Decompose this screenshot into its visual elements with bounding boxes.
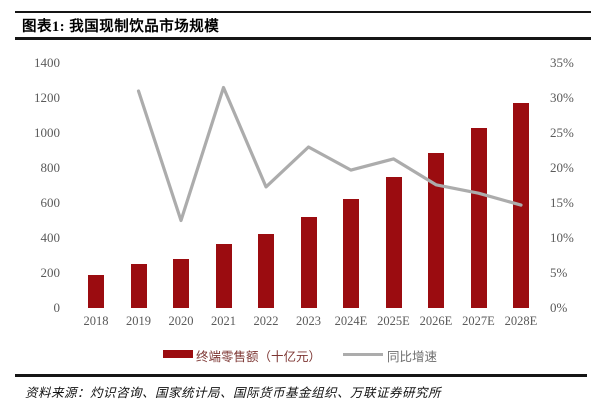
- legend-bar-swatch: [163, 350, 193, 358]
- x-axis-category-label: 2020: [168, 314, 194, 328]
- x-axis-category-label: 2026E: [419, 314, 453, 328]
- y-axis-left-tick: 800: [40, 160, 61, 175]
- x-axis-category-label: 2019: [126, 314, 151, 328]
- y-axis-right-tick: 20%: [550, 160, 574, 175]
- retail-sales-bar: [300, 217, 317, 308]
- y-axis-left-tick: 1000: [34, 125, 60, 140]
- retail-sales-bar: [258, 233, 274, 308]
- retail-sales-bar: [513, 103, 529, 308]
- y-axis-left-tick: 1200: [34, 90, 60, 105]
- y-axis-left-tick: 1400: [34, 55, 60, 70]
- retail-sales-bar: [215, 244, 232, 308]
- x-axis-category-label: 2023: [296, 314, 321, 328]
- y-axis-right-tick: 15%: [550, 195, 574, 210]
- legend-line-swatch: [343, 353, 383, 356]
- x-axis-category-label: 2022: [253, 314, 279, 328]
- title-underline-rule: [15, 37, 591, 40]
- y-axis-right-tick: 35%: [550, 55, 574, 70]
- top-rule: [15, 11, 591, 13]
- y-axis-right-tick: 25%: [550, 125, 574, 140]
- legend-line-label: 同比增速: [387, 350, 438, 364]
- y-axis-right-tick: 0%: [550, 300, 568, 315]
- footer-rule: [15, 374, 587, 377]
- y-axis-left-tick: 400: [40, 230, 61, 245]
- x-axis-category-label: 2018: [83, 314, 109, 328]
- retail-sales-bar: [88, 274, 104, 308]
- x-axis-category-label: 2027E: [462, 314, 495, 328]
- x-axis-category-label: 2024E: [334, 314, 368, 328]
- retail-sales-bar: [343, 198, 359, 308]
- retail-sales-bar: [173, 259, 189, 308]
- y-axis-left-tick: 200: [40, 265, 61, 280]
- retail-sales-bar: [428, 153, 444, 308]
- x-axis-category-label: 2028E: [504, 314, 538, 328]
- retail-sales-bar: [385, 176, 402, 308]
- retail-sales-bar: [470, 127, 487, 308]
- y-axis-left-tick: 0: [53, 300, 61, 315]
- y-axis-right-tick: 5%: [550, 265, 568, 280]
- y-axis-right-tick: 10%: [550, 230, 574, 245]
- y-axis-left-tick: 600: [40, 195, 61, 210]
- x-axis-category-label: 2021: [211, 314, 236, 328]
- source-note: 资料来源：灼识咨询、国家统计局、国际货币基金组织、万联证券研究所: [25, 386, 442, 400]
- legend-bar-label: 终端零售额（十亿元）: [196, 350, 322, 364]
- figure-title: 图表1: 我国现制饮品市场规模: [22, 19, 220, 35]
- y-axis-right-tick: 30%: [550, 90, 574, 105]
- retail-sales-bar: [130, 264, 147, 308]
- x-axis-category-label: 2025E: [377, 314, 410, 328]
